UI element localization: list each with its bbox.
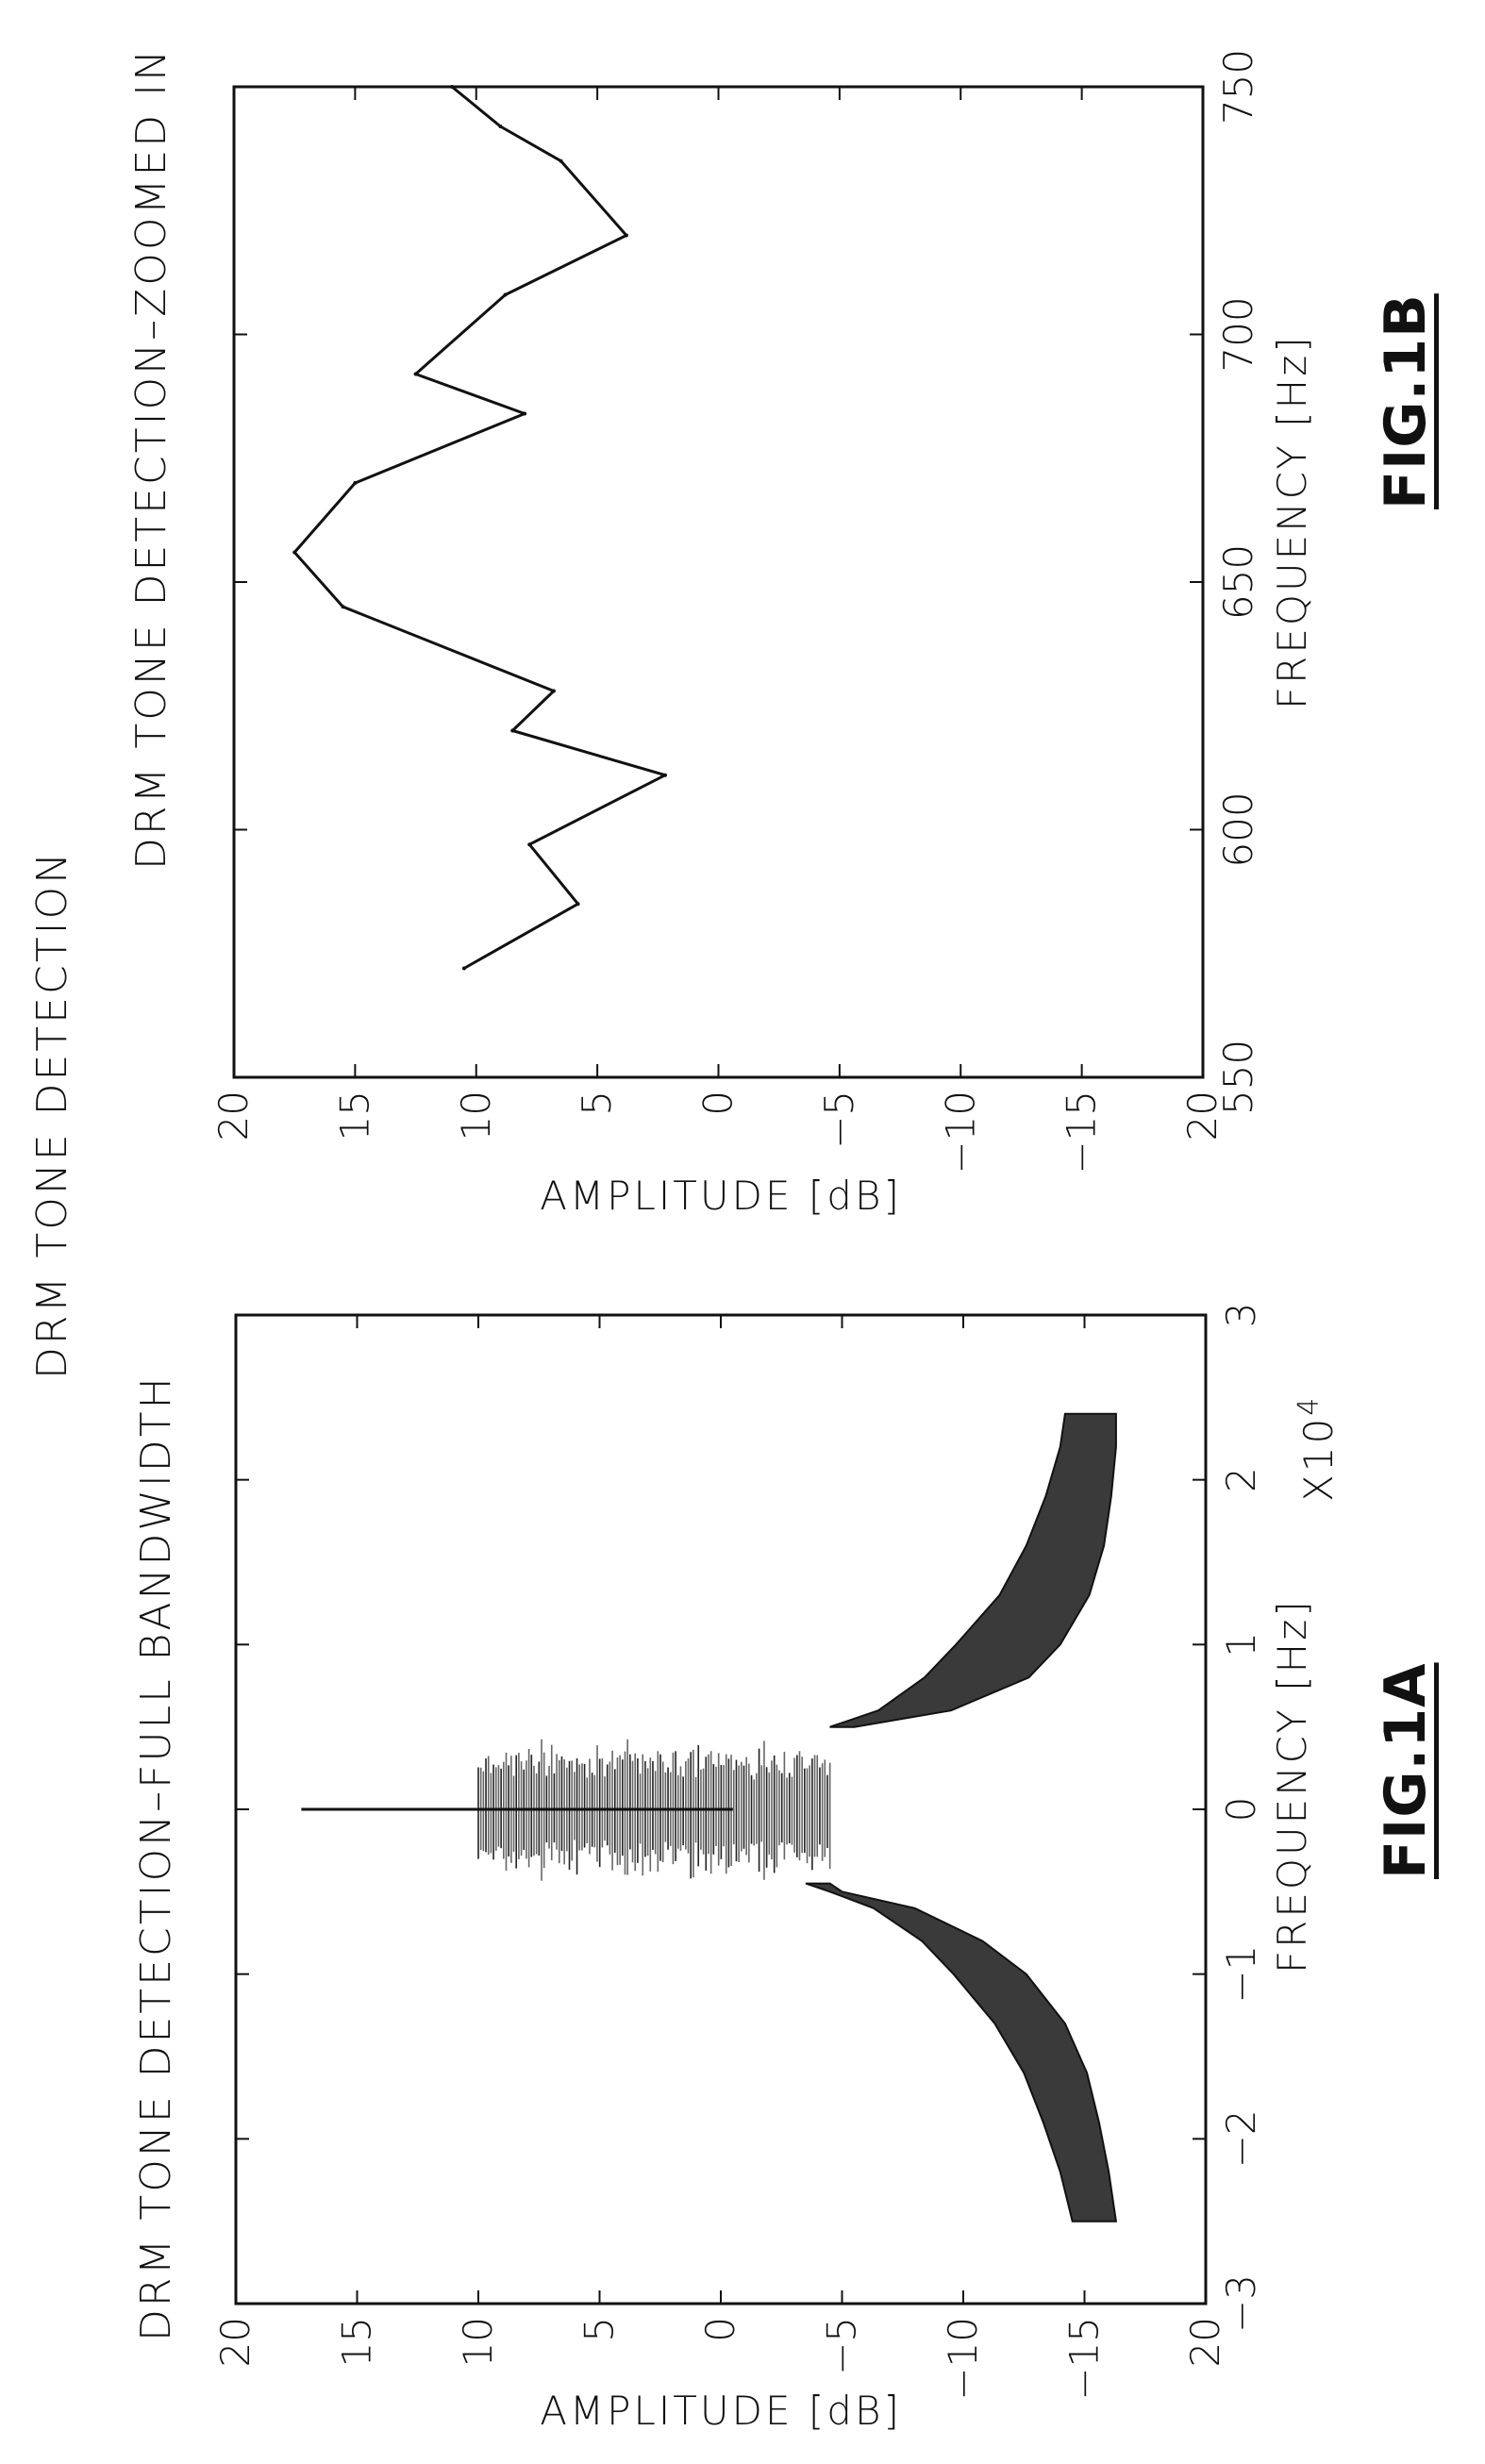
fig-1a-ytick-label: −15 [1061,2317,1108,2401]
fig-1a-ytick-label: −5 [819,2317,865,2375]
fig-1b-data-point [292,550,297,555]
fig-1a-xtick-label: 3 [1218,1303,1264,1328]
fig-1a-center-band [477,1739,831,1881]
fig-1b-data-point [450,85,455,89]
fig-1b-xtick-label: 750 [1215,49,1261,125]
fig-1b-xtick-label: 550 [1215,1040,1261,1115]
fig-1b-ytick-label: 15 [331,1090,377,1140]
fig-1b-series-line [292,85,667,970]
fig-1b-label: FIG.1B [1373,293,1439,509]
fig-1a-xtick-label: 0 [1218,1797,1264,1823]
fig-1a-ylabel: AMPLITUDE [dB] [540,2388,902,2434]
fig-1a-xtick-label: 2 [1218,1467,1264,1492]
fig-1a-label: FIG.1A [1373,1662,1439,1879]
fig-1b-data-point [413,372,418,376]
fig-1b-data-point [527,842,532,847]
fig-1b-xtick-label: 700 [1215,296,1261,372]
fig-1b-ylabel: AMPLITUDE [dB] [540,1173,902,1219]
fig-1a-ytick-label: 20 [212,2317,259,2367]
fig-1a-x-exponent: X104 [1293,1394,1342,1502]
fig-1a-ytick-label: 0 [697,2317,743,2342]
fig-1b-data-point [498,125,503,128]
fig-1b-data-point [559,158,563,163]
fig-1a-right-lobe [829,1412,1117,1728]
fig-1b-plot-frame [232,85,1205,1079]
fig-1b-ytick-label: 10 [453,1090,499,1140]
fig-1b-ytick-label: 20 [1179,1090,1226,1140]
fig-1a-xlabel: FREQUENCY [Hz] [1269,1598,1315,1973]
fig-1a-ytick-label: 15 [334,2317,380,2367]
fig-1b-ytick-label: 0 [695,1090,742,1116]
fig-1a-ytick-label: −10 [940,2317,986,2401]
fig-1b-ytick-label: 20 [210,1090,257,1140]
fig-1b-xtick-label: 600 [1215,791,1261,867]
fig-1b-xtick-label: 650 [1215,544,1261,620]
fig-1b-data-point [510,728,515,733]
fig-1b-xlabel: FREQUENCY [Hz] [1269,334,1315,709]
fig-1a-xtick-label: −3 [1218,2274,1264,2333]
fig-1a-ytick-label: 10 [455,2317,501,2367]
fig-1b-ytick-label: −15 [1059,1090,1105,1174]
fig-1a-ytick-label: 20 [1182,2317,1228,2367]
fig-1b-data-point [341,605,345,609]
fig-1a-xtick-label: 1 [1218,1632,1264,1657]
fig-1a-xtick-label: −2 [1218,2109,1264,2168]
fig-1a-xtick-label: −1 [1218,1945,1264,2004]
fig-1b-data-point [503,292,508,297]
fig-1b-ytick-label: −10 [937,1090,983,1174]
fig-1b-ytick-label: 5 [574,1090,620,1116]
fig-1b-data-point [576,902,580,907]
fig-1b-data-point [624,233,628,238]
fig-1a-ytick-label: 5 [576,2317,623,2342]
fig-1b-ytick-label: −5 [816,1090,862,1149]
fig-1b-chart: 550 600 650 700 750 20 15 10 5 0 −5 −10 −15 20 AMPLITU… [210,49,1261,1219]
fig-1b-data-point [551,689,556,693]
fig-1b-data-point [461,966,466,971]
fig-1b-data-point [353,481,358,485]
fig-1b-data-point [663,773,668,777]
fig-1a-left-lobe [805,1882,1118,2223]
fig-1b-data-point [523,411,527,416]
